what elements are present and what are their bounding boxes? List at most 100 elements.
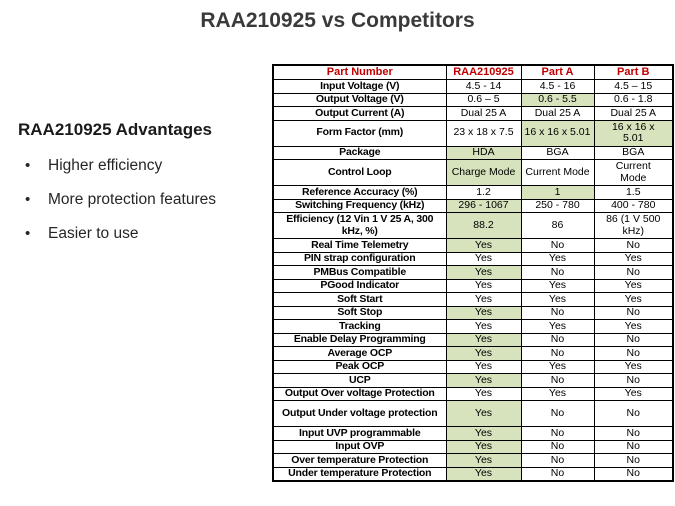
bullet-icon: • — [25, 191, 31, 208]
value-cell: 86 (1 V 500 kHz) — [593, 212, 674, 239]
value-cell: Dual 25 A — [520, 106, 595, 121]
column-header: Part B — [593, 64, 674, 80]
value-cell: No — [593, 238, 674, 253]
value-cell: Yes — [445, 251, 522, 266]
row-label: Tracking — [272, 319, 447, 334]
table-row: Control Loop Charge Mode Current Mode Curre… — [272, 159, 674, 186]
row-label: Soft Stop — [272, 305, 447, 320]
value-cell: Current Mode — [593, 159, 674, 186]
table-row: Output Current (A) Dual 25 A Dual 25 A Dual… — [272, 106, 674, 121]
row-label: Efficiency (12 Vin 1 V 25 A, 300 kHz, %) — [272, 212, 447, 239]
table-row: Soft Start Yes Yes Yes — [272, 292, 674, 307]
value-cell: Yes — [445, 292, 522, 307]
value-cell: 0.6 - 1.8 — [593, 92, 674, 107]
value-cell: No — [520, 400, 595, 427]
value-cell: 296 - 1067 — [445, 198, 522, 213]
value-cell: No — [593, 265, 674, 280]
value-cell: No — [520, 238, 595, 253]
bullet-icon: • — [25, 157, 31, 174]
row-label: UCP — [272, 373, 447, 388]
page-title: RAA210925 vs Competitors — [200, 9, 475, 32]
value-cell: No — [520, 265, 595, 280]
comparison-table: Part Number RAA210925 Part A Part B Input V… — [272, 64, 674, 482]
value-cell: HDA — [445, 145, 522, 160]
value-cell: No — [520, 332, 595, 347]
value-cell: Yes — [445, 346, 522, 361]
table-row: Output Voltage (V) 0.6 – 5 0.6 - 5.5 0.6 - … — [272, 92, 674, 107]
row-label: Real Time Telemetry — [272, 238, 447, 253]
value-cell: Yes — [445, 386, 522, 401]
value-cell: Yes — [593, 319, 674, 334]
value-cell: No — [593, 305, 674, 320]
row-label: Package — [272, 145, 447, 160]
value-cell: Yes — [445, 426, 522, 441]
value-cell: Dual 25 A — [593, 106, 674, 121]
row-label: Under temperature Protection — [272, 466, 447, 482]
table-row: Average OCP Yes No No — [272, 346, 674, 361]
table-row: Under temperature Protection Yes No No — [272, 466, 674, 482]
value-cell: 1 — [520, 185, 595, 200]
value-cell: No — [520, 305, 595, 320]
table-row: Real Time Telemetry Yes No No — [272, 238, 674, 253]
value-cell: Yes — [445, 319, 522, 334]
value-cell: No — [593, 426, 674, 441]
value-cell: 0.6 – 5 — [445, 92, 522, 107]
value-cell: Current Mode — [520, 159, 595, 186]
table-row: Output Under voltage protection Yes No No — [272, 400, 674, 427]
table-body: Input Voltage (V) 4.5 - 14 4.5 - 16 4.5 – 1… — [272, 79, 674, 482]
value-cell: 16 x 16 x 5.01 — [593, 119, 674, 147]
table-row: Reference Accuracy (%) 1.2 1 1.5 — [272, 185, 674, 200]
table-row: PGood Indicator Yes Yes Yes — [272, 278, 674, 293]
value-cell: Yes — [593, 292, 674, 307]
value-cell: Yes — [445, 466, 522, 482]
row-label: Average OCP — [272, 346, 447, 361]
table-row: PIN strap configuration Yes Yes Yes — [272, 251, 674, 266]
table-row: Over temperature Protection Yes No No — [272, 453, 674, 468]
row-label: Output Voltage (V) — [272, 92, 447, 107]
row-label: Enable Delay Programming — [272, 332, 447, 347]
table-row: Peak OCP Yes Yes Yes — [272, 359, 674, 374]
value-cell: Yes — [445, 265, 522, 280]
value-cell: No — [593, 346, 674, 361]
value-cell: Yes — [520, 278, 595, 293]
value-cell: No — [593, 400, 674, 427]
table-row: Enable Delay Programming Yes No No — [272, 332, 674, 347]
value-cell: No — [520, 426, 595, 441]
table-row: Switching Frequency (kHz) 296 - 1067 250 -… — [272, 198, 674, 213]
row-label: Soft Start — [272, 292, 447, 307]
value-cell: No — [593, 466, 674, 482]
value-cell: Yes — [520, 359, 595, 374]
table-row: Input OVP Yes No No — [272, 439, 674, 454]
value-cell: 4.5 - 16 — [520, 79, 595, 94]
row-label: Input OVP — [272, 439, 447, 454]
column-header: Part Number — [272, 64, 447, 80]
value-cell: 0.6 - 5.5 — [520, 92, 595, 107]
advantage-text: Easier to use — [48, 225, 139, 242]
value-cell: 250 - 780 — [520, 198, 595, 213]
value-cell: Yes — [445, 439, 522, 454]
advantage-item: • More protection features — [18, 190, 270, 209]
row-label: Peak OCP — [272, 359, 447, 374]
value-cell: BGA — [520, 145, 595, 160]
table-row: Output Over voltage Protection Yes Yes Yes — [272, 386, 674, 401]
value-cell: Yes — [593, 251, 674, 266]
table-row: Package HDA BGA BGA — [272, 145, 674, 160]
value-cell: Yes — [520, 386, 595, 401]
value-cell: 4.5 – 15 — [593, 79, 674, 94]
value-cell: Yes — [445, 305, 522, 320]
row-label: Switching Frequency (kHz) — [272, 198, 447, 213]
row-label: Input Voltage (V) — [272, 79, 447, 94]
value-cell: Yes — [593, 359, 674, 374]
value-cell: Yes — [445, 373, 522, 388]
table-row: Soft Stop Yes No No — [272, 305, 674, 320]
advantages-list: • Higher efficiency • More protection featu… — [18, 156, 270, 243]
value-cell: Charge Mode — [445, 159, 522, 186]
advantage-text: More protection features — [48, 191, 217, 208]
value-cell: Yes — [445, 453, 522, 468]
value-cell: Yes — [445, 278, 522, 293]
table-row: Tracking Yes Yes Yes — [272, 319, 674, 334]
value-cell: 4.5 - 14 — [445, 79, 522, 94]
value-cell: Yes — [520, 251, 595, 266]
value-cell: No — [520, 346, 595, 361]
value-cell: Yes — [445, 238, 522, 253]
